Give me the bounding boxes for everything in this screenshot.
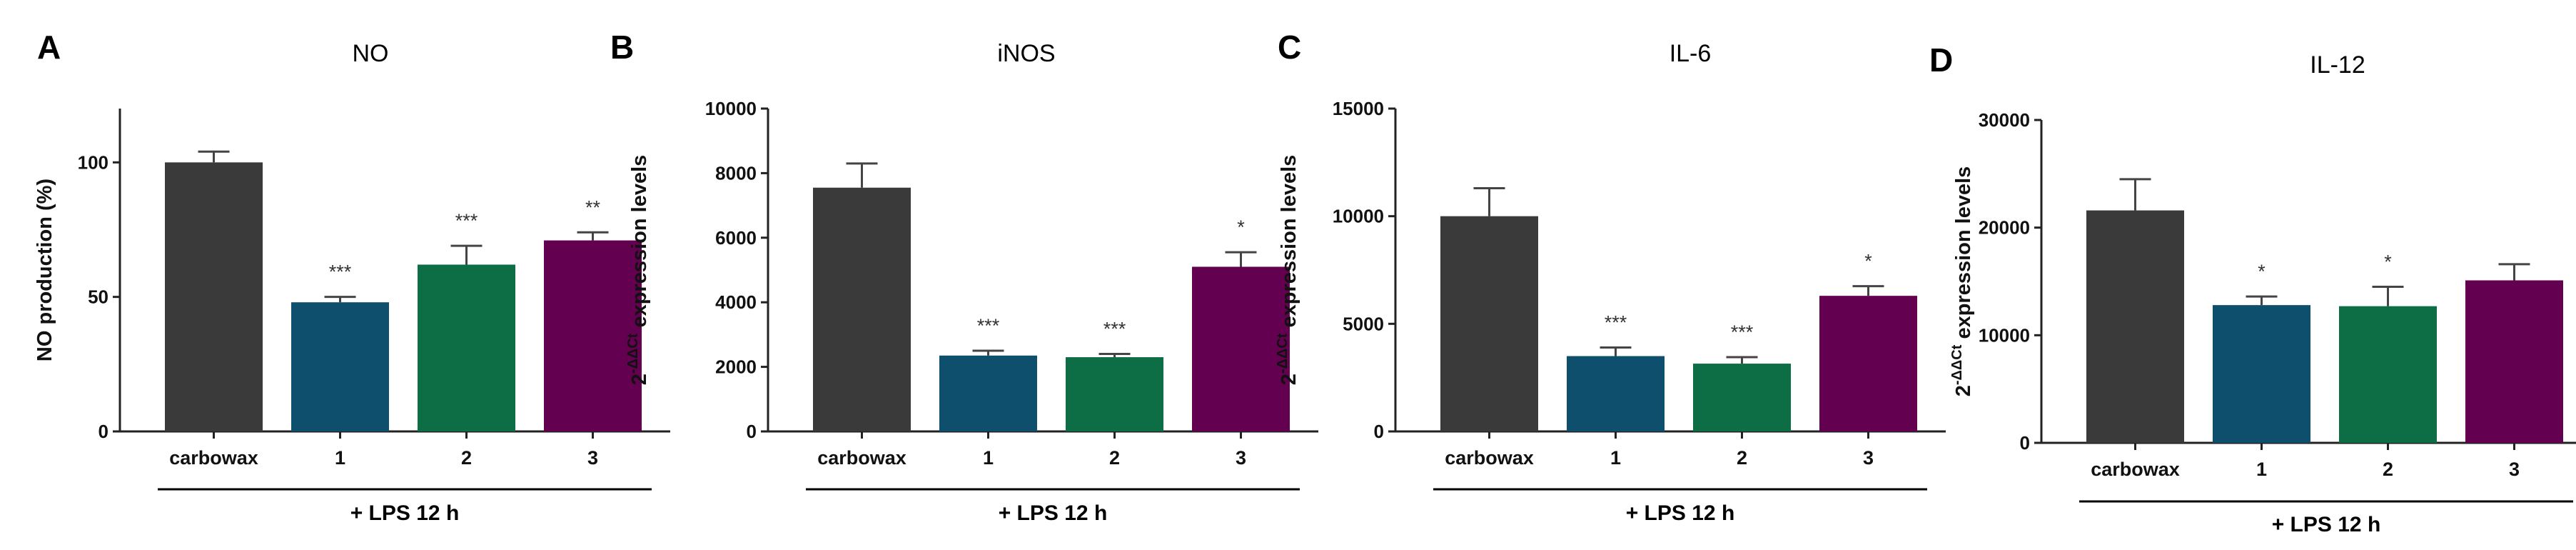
y-axis-label-superscript: -ΔΔCt	[1275, 333, 1290, 374]
category-label: carbowax	[2091, 459, 2180, 480]
y-tick-label: 5000	[1343, 313, 1384, 334]
category-label: carbowax	[169, 447, 258, 469]
y-tick-label: 15000	[1333, 98, 1384, 119]
y-tick-label: 20000	[1979, 217, 2030, 239]
bar-3	[1819, 296, 1917, 431]
y-tick-label: 10000	[705, 98, 757, 119]
y-tick-label: 0	[99, 421, 108, 442]
chart-title: NO	[353, 40, 389, 67]
panel-letter: D	[1929, 41, 1953, 79]
significance-label: **	[585, 196, 601, 218]
y-axis-label-text: expression levels	[1952, 166, 1975, 345]
bar-carbowax	[165, 162, 263, 432]
y-axis-label-text: NO production (%)	[34, 179, 56, 361]
bar-3	[544, 240, 642, 431]
y-axis-label-base: 2	[1952, 385, 1975, 396]
bar-1	[1567, 356, 1665, 431]
y-tick-label: 8000	[715, 162, 757, 184]
category-label: 1	[983, 447, 994, 469]
bar-2	[418, 264, 515, 431]
category-label: carbowax	[817, 447, 906, 469]
significance-label: ***	[329, 261, 352, 283]
panel-d: D IL-122-ΔΔCt expression levels0100002000…	[1929, 41, 2576, 536]
panel-c: C IL-62-ΔΔCt expression levels05000100001…	[1275, 29, 1946, 525]
category-label: 1	[335, 447, 345, 469]
significance-label: *	[1237, 216, 1245, 238]
bar-2	[1693, 364, 1791, 431]
category-label: 2	[1109, 447, 1120, 469]
bar-1	[291, 302, 389, 431]
category-label: 3	[1863, 447, 1874, 469]
y-axis-label-base: 2	[1278, 374, 1300, 385]
y-tick-label: 100	[78, 151, 108, 173]
panel-letter: C	[1278, 29, 1301, 66]
bar-1	[939, 355, 1037, 431]
y-tick-label: 0	[2020, 432, 2030, 454]
significance-label: *	[2384, 251, 2392, 273]
category-label: 1	[2256, 459, 2267, 480]
chart-title: IL-6	[1670, 40, 1712, 67]
group-label: + LPS 12 h	[1626, 501, 1735, 525]
category-label: 1	[1610, 447, 1621, 469]
significance-label: *	[1864, 251, 1872, 272]
bar-carbowax	[2086, 210, 2184, 443]
y-tick-label: 0	[747, 421, 757, 442]
y-axis-label-text: expression levels	[628, 155, 651, 334]
group-label: + LPS 12 h	[350, 501, 460, 525]
y-axis-label: 2-ΔΔCt expression levels	[1949, 166, 1975, 397]
bar-1	[2213, 305, 2310, 443]
category-label: 3	[1236, 447, 1246, 469]
y-tick-label: 6000	[715, 227, 757, 249]
group-label: + LPS 12 h	[2272, 513, 2381, 536]
category-label: 2	[461, 447, 472, 469]
significance-label: ***	[1731, 321, 1754, 343]
bar-2	[2339, 306, 2437, 443]
category-label: carbowax	[1445, 447, 1534, 469]
y-tick-label: 0	[1374, 421, 1384, 442]
significance-label: ***	[455, 210, 478, 231]
y-tick-label: 2000	[715, 356, 757, 378]
significance-label: *	[2258, 261, 2266, 282]
chart-title: iNOS	[997, 40, 1055, 67]
category-label: 3	[2509, 459, 2520, 480]
panel-letter: A	[37, 29, 61, 66]
bar-carbowax	[1440, 216, 1538, 431]
y-axis-label-text: expression levels	[1278, 155, 1300, 334]
bar-carbowax	[813, 187, 911, 431]
y-axis-label-superscript: -ΔΔCt	[625, 333, 641, 374]
significance-label: ***	[977, 315, 1000, 336]
category-label: 3	[587, 447, 598, 469]
group-label: + LPS 12 h	[999, 501, 1108, 525]
panel-letter: B	[610, 29, 634, 66]
bar-3	[1192, 266, 1290, 431]
y-axis-label-superscript: -ΔΔCt	[1949, 344, 1965, 385]
bar-2	[1066, 357, 1163, 431]
significance-label: ***	[1103, 319, 1126, 340]
y-tick-label: 50	[88, 286, 108, 308]
chart-title: IL-12	[2310, 51, 2365, 79]
panel-a: A NO NO production (%) 0 50 100 carbowax *** 1 **…	[34, 29, 670, 525]
significance-label: ***	[1605, 311, 1627, 333]
y-axis-label: 2-ΔΔCt expression levels	[1275, 155, 1300, 386]
category-label: 2	[2383, 459, 2393, 480]
y-tick-label: 30000	[1979, 109, 2030, 131]
y-tick-label: 10000	[1333, 206, 1384, 227]
category-label: 2	[1737, 447, 1747, 469]
bar-3	[2465, 280, 2563, 443]
y-axis-label-base: 2	[628, 374, 651, 385]
y-tick-label: 4000	[715, 291, 757, 313]
y-tick-label: 10000	[1979, 324, 2030, 346]
y-axis-label: 2-ΔΔCt expression levels	[625, 155, 651, 386]
y-axis-label: NO production (%)	[34, 179, 56, 361]
